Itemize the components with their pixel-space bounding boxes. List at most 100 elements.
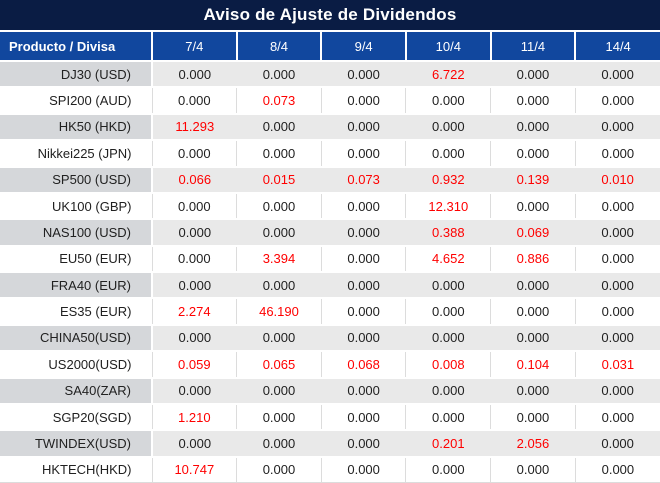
value-cell: 0.886	[490, 245, 576, 274]
column-header-date-5: 11/4	[489, 32, 576, 62]
value-cell: 2.274	[151, 298, 237, 326]
value-cell: 0.000	[236, 377, 322, 405]
value-cell: 0.000	[321, 377, 406, 405]
value-cell: 0.000	[151, 430, 237, 458]
value-cell: 46.190	[236, 298, 322, 326]
product-cell: US2000(USD)	[0, 351, 152, 379]
table-row: HK50 (HKD) 11.293 0.000 0.000 0.000 0.000 0.00…	[0, 113, 660, 142]
column-header-product: Producto / Divisa	[0, 32, 152, 62]
value-cell: 0.000	[151, 61, 237, 89]
value-cell: 0.000	[575, 113, 660, 142]
table-row: US2000(USD) 0.059 0.065 0.068 0.008 0.104 0.03…	[0, 351, 660, 379]
value-cell: 0.000	[236, 61, 322, 89]
value-cell: 0.000	[574, 192, 660, 221]
value-cell: 0.000	[405, 87, 491, 115]
product-cell: Nikkei225 (JPN)	[0, 140, 152, 168]
value-cell: 0.000	[320, 192, 406, 221]
value-cell: 0.066	[151, 166, 237, 194]
table-row: SP500 (USD) 0.066 0.015 0.073 0.932 0.139 0.01…	[0, 166, 660, 194]
page-title: Aviso de Ajuste de Dividendos	[203, 5, 457, 24]
value-cell: 0.068	[320, 351, 406, 379]
product-cell: UK100 (GBP)	[0, 192, 152, 221]
value-cell: 0.000	[574, 403, 660, 432]
notice-title-bar: Aviso de Ajuste de Dividendos	[0, 0, 660, 32]
table-row: TWINDEX(USD) 0.000 0.000 0.000 0.201 2.056 0.0…	[0, 430, 660, 458]
value-cell: 0.073	[236, 87, 322, 115]
product-cell: SPI200 (AUD)	[0, 87, 152, 115]
table-row: Nikkei225 (JPN) 0.000 0.000 0.000 0.000 0.000…	[0, 140, 660, 168]
value-cell: 0.000	[490, 272, 576, 300]
product-cell: HK50 (HKD)	[0, 113, 152, 142]
value-cell: 12.310	[405, 192, 491, 221]
value-cell: 0.000	[236, 219, 322, 247]
column-header-date-2: 8/4	[235, 32, 322, 62]
value-cell: 0.000	[321, 113, 406, 142]
value-cell: 0.000	[405, 298, 491, 326]
product-cell: ES35 (EUR)	[0, 298, 152, 326]
table-row: HKTECH(HKD) 10.747 0.000 0.000 0.000 0.000 0.0…	[0, 456, 660, 483]
value-cell: 0.010	[575, 166, 660, 194]
value-cell: 0.000	[236, 403, 322, 432]
column-header-date-3: 9/4	[320, 32, 406, 62]
value-cell: 0.000	[236, 113, 322, 142]
value-cell: 0.059	[151, 351, 237, 379]
value-cell: 6.722	[405, 61, 491, 89]
value-cell: 0.015	[236, 166, 322, 194]
value-cell: 0.000	[151, 87, 237, 115]
product-cell: DJ30 (USD)	[0, 61, 152, 89]
value-cell: 0.000	[405, 324, 491, 353]
product-cell: NAS100 (USD)	[0, 219, 152, 247]
value-cell: 0.000	[574, 456, 660, 483]
value-cell: 0.073	[321, 166, 406, 194]
dividend-table: Producto / Divisa 7/4 8/4 9/4 10/4 11/4 …	[0, 32, 660, 483]
value-cell: 0.000	[236, 272, 322, 300]
product-cell: TWINDEX(USD)	[0, 430, 152, 458]
value-cell: 4.652	[405, 245, 491, 274]
value-cell: 0.000	[151, 140, 237, 168]
value-cell: 0.000	[575, 219, 660, 247]
table-row: NAS100 (USD) 0.000 0.000 0.000 0.388 0.069 0.0…	[0, 219, 660, 247]
value-cell: 0.000	[490, 192, 576, 221]
value-cell: 0.000	[574, 245, 660, 274]
value-cell: 0.000	[321, 219, 406, 247]
value-cell: 0.000	[321, 324, 406, 353]
value-cell: 0.000	[575, 430, 660, 458]
value-cell: 0.000	[320, 87, 406, 115]
table-row: FRA40 (EUR) 0.000 0.000 0.000 0.000 0.000 0.00…	[0, 272, 660, 300]
value-cell: 0.000	[405, 377, 491, 405]
value-cell: 2.056	[490, 430, 576, 458]
value-cell: 1.210	[151, 403, 237, 432]
value-cell: 3.394	[236, 245, 322, 274]
value-cell: 0.065	[236, 351, 322, 379]
value-cell: 0.069	[490, 219, 576, 247]
table-row: DJ30 (USD) 0.000 0.000 0.000 6.722 0.000 0.000	[0, 61, 660, 89]
table-header-row: Producto / Divisa 7/4 8/4 9/4 10/4 11/4 …	[0, 32, 660, 62]
value-cell: 0.000	[405, 140, 491, 168]
column-header-date-4: 10/4	[404, 32, 491, 62]
value-cell: 0.000	[405, 113, 491, 142]
value-cell: 0.000	[490, 324, 576, 353]
value-cell: 0.000	[490, 140, 576, 168]
column-header-date-1: 7/4	[151, 32, 237, 62]
value-cell: 0.932	[405, 166, 491, 194]
value-cell: 0.000	[320, 403, 406, 432]
value-cell: 0.000	[405, 403, 491, 432]
value-cell: 0.000	[574, 140, 660, 168]
value-cell: 0.000	[490, 87, 576, 115]
value-cell: 0.000	[575, 377, 660, 405]
value-cell: 0.000	[320, 456, 406, 483]
value-cell: 0.000	[321, 430, 406, 458]
value-cell: 0.000	[490, 61, 576, 89]
value-cell: 0.000	[405, 456, 491, 483]
product-cell: CHINA50(USD)	[0, 324, 152, 353]
value-cell: 0.000	[320, 245, 406, 274]
product-cell: SGP20(SGD)	[0, 403, 152, 432]
value-cell: 0.000	[321, 61, 406, 89]
value-cell: 0.000	[490, 113, 576, 142]
value-cell: 0.000	[151, 377, 237, 405]
product-cell: SA40(ZAR)	[0, 377, 152, 405]
value-cell: 0.000	[574, 87, 660, 115]
value-cell: 0.000	[236, 140, 322, 168]
value-cell: 0.201	[405, 430, 491, 458]
value-cell: 10.747	[151, 456, 237, 483]
